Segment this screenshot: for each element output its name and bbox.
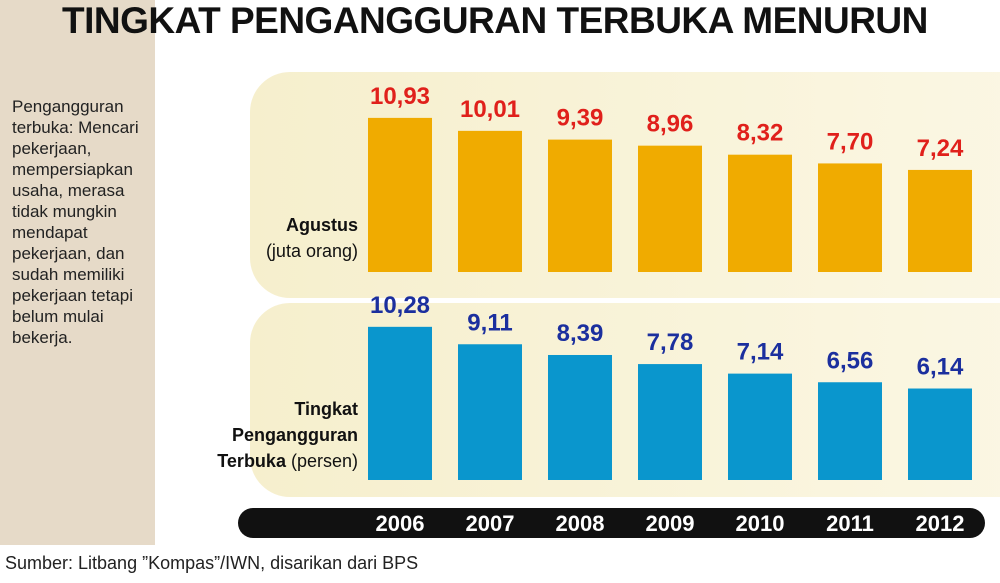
- x-tick-label: 2008: [556, 511, 605, 536]
- x-tick-label: 2009: [646, 511, 695, 536]
- series-name: Tingkat Pengangguran Terbuka: [217, 399, 358, 471]
- bar: [458, 344, 522, 480]
- bar: [818, 163, 882, 272]
- value-label: 8,96: [647, 111, 694, 138]
- panel-label: Agustus (juta orang): [198, 212, 358, 264]
- series-name: Agustus: [286, 215, 358, 235]
- value-label: 7,14: [737, 339, 784, 366]
- panel: [250, 303, 1000, 497]
- bar: [638, 145, 702, 272]
- bar: [368, 117, 432, 273]
- value-label: 7,70: [827, 128, 874, 155]
- chart-title: TINGKAT PENGANGGURAN TERBUKA MENURUN: [62, 0, 928, 41]
- value-label: 6,14: [917, 354, 964, 381]
- value-label: 6,56: [827, 347, 874, 374]
- bar: [368, 326, 432, 480]
- bar: [638, 364, 702, 480]
- panel: [250, 72, 1000, 298]
- value-label: 10,28: [370, 292, 430, 319]
- x-tick-label: 2010: [736, 511, 785, 536]
- value-label: 9,11: [467, 309, 512, 336]
- bar: [908, 169, 972, 272]
- series-unit: (persen): [290, 451, 358, 471]
- bar: [548, 354, 612, 480]
- panel-label: Tingkat Pengangguran Terbuka (persen): [198, 396, 358, 474]
- value-label: 8,32: [737, 120, 784, 147]
- bar: [728, 154, 792, 272]
- value-label: 10,01: [460, 96, 520, 123]
- value-label: 7,24: [917, 135, 964, 162]
- sidebar: [0, 0, 155, 545]
- bar: [908, 388, 972, 480]
- bar: [818, 382, 882, 480]
- year-band: [238, 508, 985, 538]
- x-tick-label: 2007: [466, 511, 515, 536]
- source: Sumber: Litbang ”Kompas”/IWN, disarikan …: [5, 553, 419, 573]
- value-label: 9,39: [557, 105, 604, 132]
- x-tick-label: 2012: [916, 511, 965, 536]
- bar: [458, 130, 522, 272]
- note: Pengangguran terbuka: Mencari pekerjaan,…: [12, 97, 139, 347]
- value-label: 7,78: [647, 329, 694, 356]
- value-label: 10,93: [370, 83, 430, 110]
- bar: [728, 373, 792, 480]
- x-tick-label: 2011: [826, 511, 874, 536]
- x-tick-label: 2006: [376, 511, 425, 536]
- value-label: 8,39: [557, 320, 604, 347]
- bar: [548, 139, 612, 272]
- series-unit: (juta orang): [265, 241, 358, 261]
